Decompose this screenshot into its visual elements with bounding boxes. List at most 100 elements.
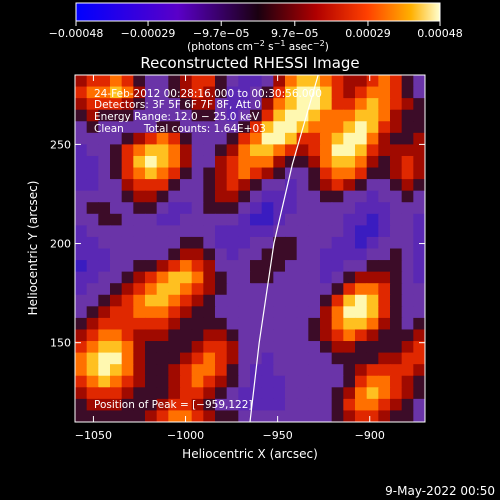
heatmap-cell [156, 283, 169, 296]
heatmap-cell [215, 190, 228, 203]
heatmap-cell [191, 283, 204, 296]
colorbar-units: (photons cm−2 s−1 asec−2) [187, 39, 329, 53]
heatmap-cell [110, 260, 123, 273]
heatmap-cell [98, 352, 111, 365]
heatmap-cell [285, 364, 298, 377]
heatmap-cell [401, 86, 414, 99]
heatmap-cell [168, 271, 181, 284]
heatmap-cell [355, 317, 368, 331]
heatmap-cell [378, 398, 391, 412]
heatmap-cell [180, 225, 193, 238]
colorbar-tick-label: −9.7e−05 [193, 27, 250, 40]
heatmap-cell [133, 329, 146, 342]
heatmap-cell [203, 352, 216, 365]
heatmap-cell [191, 190, 204, 203]
heatmap-cell [378, 375, 391, 388]
heatmap-cell [203, 236, 216, 250]
heatmap-cell [86, 398, 99, 412]
heatmap-cell [215, 271, 228, 284]
heatmap-cell [413, 86, 425, 99]
heatmap-cell [401, 202, 414, 215]
heatmap-cell [355, 375, 368, 388]
heatmap-cell [180, 283, 193, 296]
heatmap-cell [121, 410, 134, 422]
y-axis-ticks: 150 200 250 [50, 138, 425, 350]
heatmap-cell [320, 190, 333, 203]
heatmap-cell [203, 329, 216, 342]
heatmap-cell [390, 98, 403, 111]
heatmap-cell [133, 167, 146, 180]
heatmap-cell [110, 387, 123, 400]
heatmap-cell [121, 225, 134, 238]
heatmap-cell [390, 387, 403, 400]
heatmap-cell [238, 364, 251, 377]
heatmap-cell [121, 236, 134, 250]
heatmap-cell [133, 398, 146, 412]
heatmap-cell [168, 121, 181, 134]
heatmap-cell [390, 352, 403, 365]
heatmap-cell [320, 236, 333, 250]
heatmap-cell [168, 387, 181, 400]
heatmap-cell [168, 352, 181, 365]
heatmap-cell [86, 317, 99, 331]
heatmap-cell [156, 341, 169, 354]
heatmap-cell [320, 341, 333, 354]
heatmap-cell [75, 398, 88, 412]
heatmap-cell [168, 109, 181, 122]
heatmap-cell [331, 236, 344, 250]
heatmap-cell [366, 190, 379, 203]
heatmap-cell [180, 236, 193, 250]
heatmap-cell [343, 132, 356, 145]
heatmap-cell [401, 179, 414, 192]
heatmap-cell [168, 294, 181, 307]
heatmap-cell [285, 86, 298, 99]
heatmap-cell [273, 155, 286, 169]
heatmap-cell [273, 375, 286, 388]
heatmap-cell [191, 294, 204, 307]
heatmap-cell [366, 75, 379, 88]
heatmap-cell [86, 271, 99, 284]
heatmap-cell [366, 398, 379, 412]
heatmap-cell [308, 341, 321, 354]
heatmap-cell [273, 98, 286, 111]
heatmap-cell [215, 236, 228, 250]
heatmap-cell [390, 306, 403, 319]
heatmap-cell [121, 317, 134, 331]
heatmap-cell [273, 86, 286, 99]
heatmap-cell [98, 387, 111, 400]
x-axis-ticks: −1050 −1000 −950 −900 [75, 75, 385, 442]
heatmap-cell [401, 225, 414, 238]
heatmap-cell [121, 306, 134, 319]
heatmap-cell [390, 190, 403, 203]
heatmap-cell [86, 98, 99, 111]
heatmap-cell [133, 306, 146, 319]
heatmap-cell [413, 260, 425, 273]
heatmap-cell [378, 109, 391, 122]
heatmap-cell [156, 213, 169, 226]
heatmap-cell [121, 121, 134, 134]
heatmap-cell [343, 121, 356, 134]
heatmap-cell [378, 144, 391, 157]
heatmap-cell [110, 283, 123, 296]
heatmap-cell [261, 387, 274, 400]
heatmap-cell [401, 341, 414, 354]
heatmap-cell [366, 375, 379, 388]
heatmap-cell [413, 202, 425, 215]
heatmap-cell [168, 179, 181, 192]
heatmap-cell [133, 98, 146, 111]
heatmap-cell [250, 109, 263, 122]
heatmap-cell [273, 202, 286, 215]
heatmap-cell [203, 271, 216, 284]
heatmap-cell [86, 179, 99, 192]
heatmap-cell [75, 364, 88, 377]
heatmap-cell [226, 283, 239, 296]
heatmap-cell [238, 387, 251, 400]
heatmap-cell [296, 202, 309, 215]
heatmap-cell [296, 329, 309, 342]
heatmap-cell [261, 225, 274, 238]
heatmap-cell [378, 132, 391, 145]
heatmap-cell [378, 236, 391, 250]
heatmap-cell [226, 155, 239, 169]
heatmap-cell [401, 375, 414, 388]
x-tick-label: −900 [355, 429, 385, 442]
